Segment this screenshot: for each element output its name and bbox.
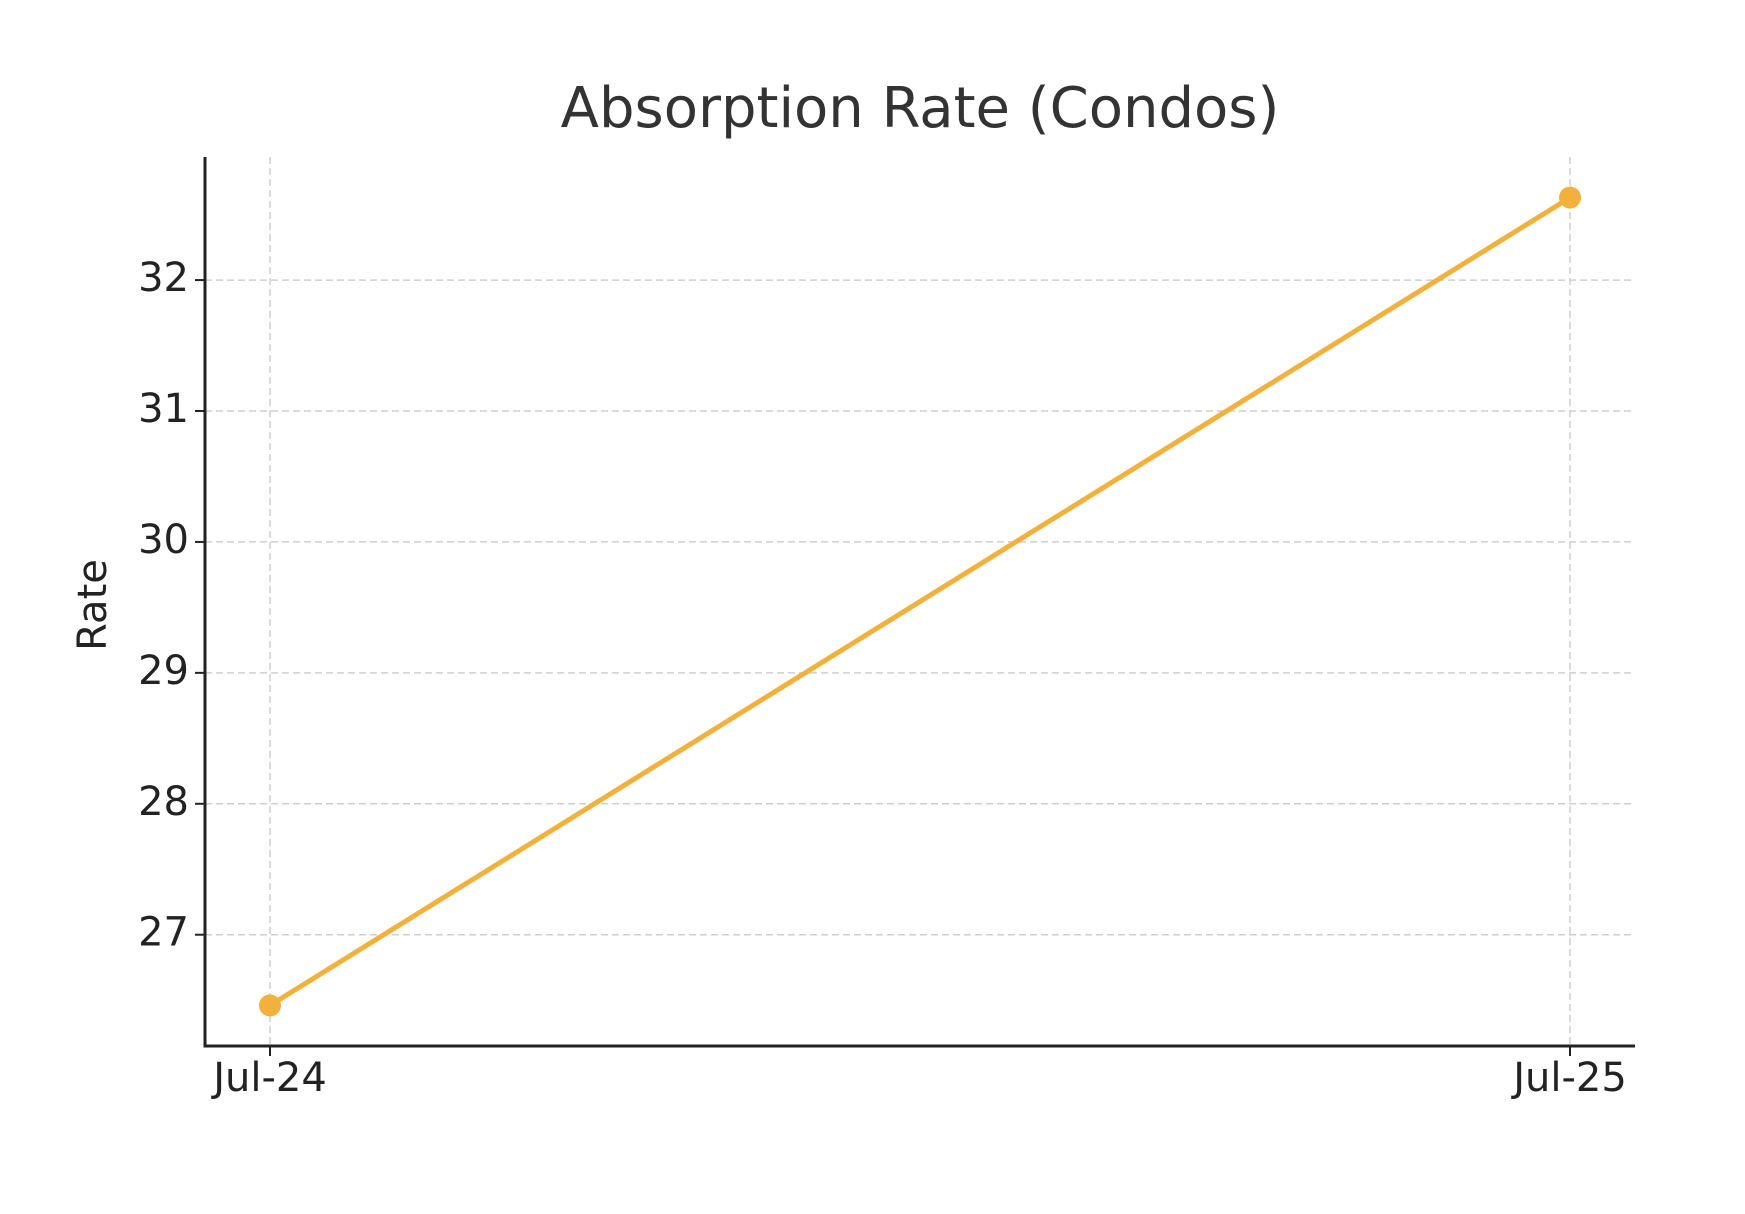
line (268, 195, 1572, 1008)
point (259, 994, 281, 1017)
y-tick-label: 29 (138, 648, 189, 694)
axis-lines (203, 157, 1635, 1048)
point (1559, 186, 1581, 209)
chart-title: Absorption Rate (Condos) (561, 76, 1280, 141)
y-tick-label: 30 (138, 517, 189, 563)
y-axis-label: Rate (70, 559, 116, 651)
x-tick-label: Jul-25 (1510, 1055, 1627, 1101)
x-tick-label: Jul-24 (210, 1055, 327, 1101)
y-tick-label: 28 (138, 779, 189, 825)
y-tick-label: 27 (138, 910, 189, 956)
y-tick-label: 32 (138, 255, 189, 301)
y-tick-label: 31 (138, 386, 189, 432)
